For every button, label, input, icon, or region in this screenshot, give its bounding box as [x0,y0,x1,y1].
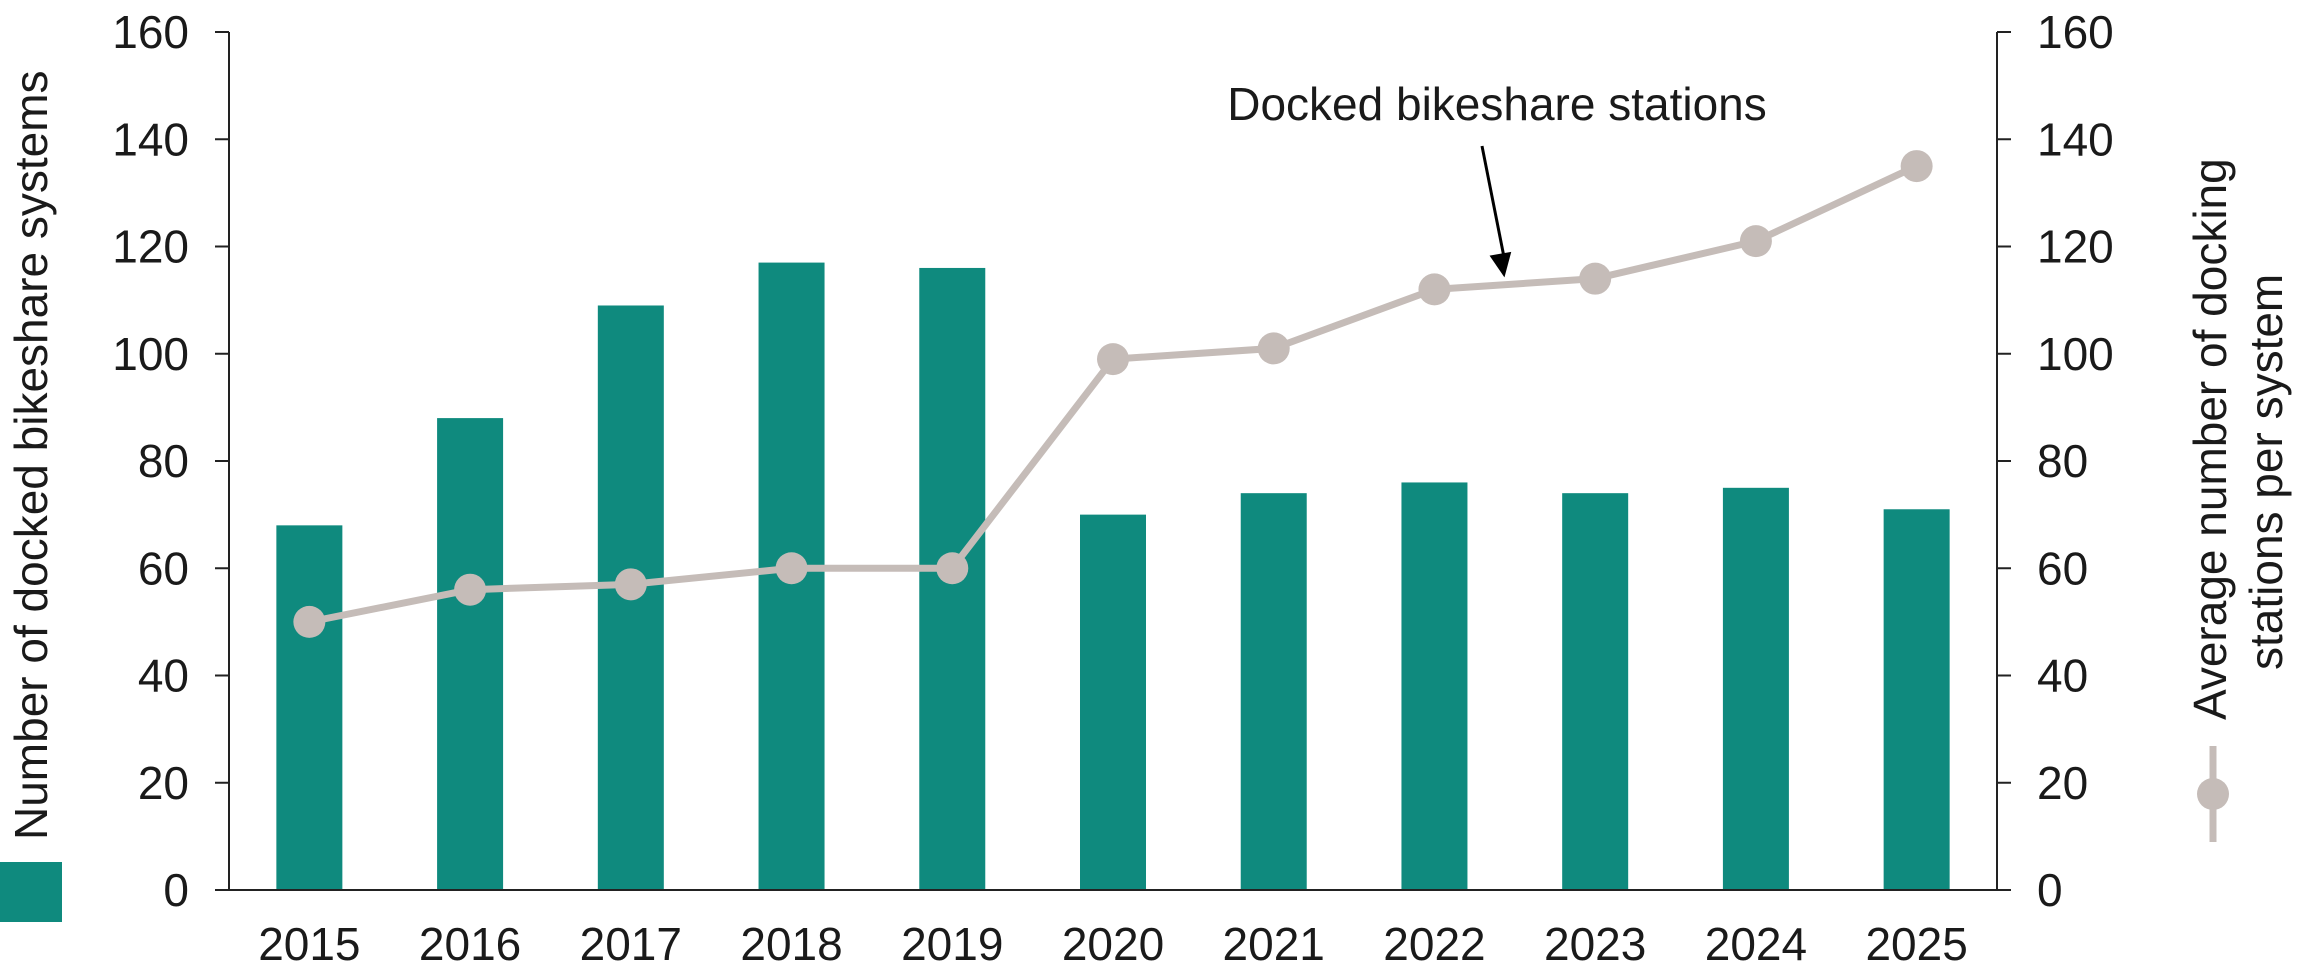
bar-2021 [1240,493,1307,890]
annotation-arrow [1480,145,1512,278]
x-tick-label-2018: 2018 [740,918,842,970]
left-axis-ticks: 0 20 40 60 80 100 120 140 160 [112,6,229,916]
bar-2022 [1401,482,1468,890]
right-axis-title-line2: stations per system [2240,274,2292,670]
left-tick-label-100: 100 [112,328,189,380]
line-point-2024 [1739,225,1772,258]
bar-2015 [276,525,343,890]
x-tick-label-2017: 2017 [580,918,682,970]
bar-2016 [437,418,504,890]
x-tick-label-2015: 2015 [258,918,360,970]
line-point-2017 [614,568,647,601]
right-tick-label-0: 0 [2037,864,2063,916]
line-point-2019 [936,552,969,585]
right-tick-label-100: 100 [2037,328,2114,380]
bar-2023 [1562,493,1629,890]
right-tick-label-20: 20 [2037,757,2088,809]
left-tick-label-40: 40 [138,650,189,702]
annotation-arrow-shaft [1480,145,1506,260]
right-tick-label-140: 140 [2037,113,2114,165]
left-tick-label-80: 80 [138,435,189,487]
x-tick-label-2019: 2019 [901,918,1003,970]
line-point-2016 [454,573,487,606]
x-tick-label-2022: 2022 [1383,918,1485,970]
line-point-2015 [293,605,326,638]
bar-legend-swatch [0,862,62,922]
right-tick-label-160: 160 [2037,6,2114,58]
line-point-2022 [1418,273,1451,306]
line-legend-marker [2197,746,2229,842]
right-tick-label-60: 60 [2037,542,2088,594]
left-axis-title: Number of docked bikeshare systems [5,70,57,840]
plot-area [228,32,1998,891]
annotation-label: Docked bikeshare stations [1227,78,1767,130]
x-tick-label-2024: 2024 [1705,918,1807,970]
x-tick-label-2021: 2021 [1223,918,1325,970]
right-tick-label-80: 80 [2037,435,2088,487]
annotation-arrow-head [1489,251,1512,278]
bar-2020 [1080,514,1146,890]
left-tick-label-20: 20 [138,757,189,809]
right-axis-title-line1: Average number of docking [2184,158,2236,720]
line-point-2023 [1579,262,1612,295]
left-tick-label-160: 160 [112,6,189,58]
right-tick-label-120: 120 [2037,221,2114,273]
line-point-2018 [775,552,808,585]
bar-2024 [1722,487,1789,890]
line-point-2025 [1900,150,1933,183]
left-tick-label-120: 120 [112,221,189,273]
left-tick-label-60: 60 [138,542,189,594]
line-point-2020 [1097,343,1129,376]
line-point-2021 [1257,332,1290,365]
left-tick-label-140: 140 [112,113,189,165]
x-tick-label-2020: 2020 [1062,918,1164,970]
x-tick-label-2025: 2025 [1865,918,1967,970]
x-tick-label-2016: 2016 [419,918,521,970]
bar-2025 [1883,509,1950,890]
x-tick-label-2023: 2023 [1544,918,1646,970]
left-tick-label-0: 0 [163,864,189,916]
x-axis-ticks: 2015 2016 2017 2018 2019 2020 2021 2022 2023 2024… [258,918,1968,970]
right-tick-label-40: 40 [2037,650,2088,702]
right-axis-ticks: 0 20 40 60 80 100 120 140 160 [1997,6,2114,916]
